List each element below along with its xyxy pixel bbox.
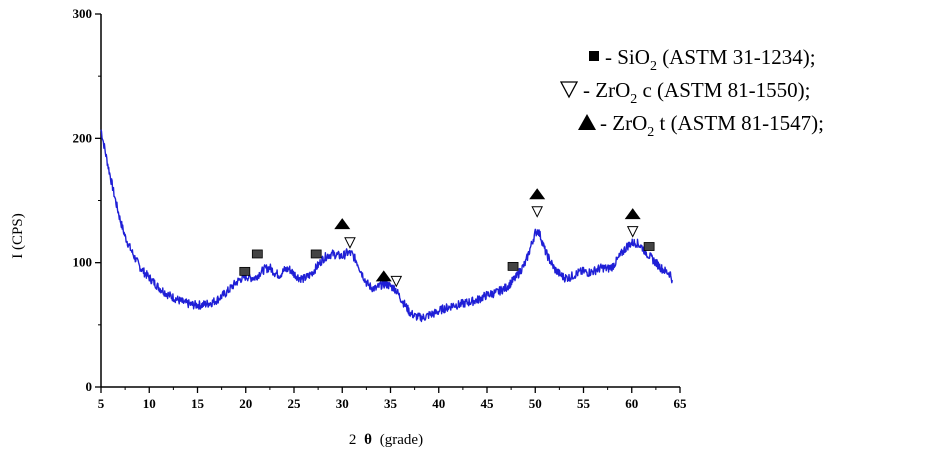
x-axis-title: 2 θ (grade) (349, 432, 423, 448)
y-ticks: 0 100 200 300 (73, 6, 101, 394)
sio2-square-marker (643, 242, 655, 251)
zro2-tetragonal-marker (529, 188, 546, 200)
y-axis-title: I (CPS) (10, 213, 26, 258)
square-marker-icon (589, 51, 599, 61)
x-tick-label: 10 (143, 396, 156, 411)
x-tick-label: 65 (674, 396, 688, 411)
legend-entry-zro2-cubic: - ZrO2 c (ASTM 81-1550); (559, 78, 810, 107)
zro2-cubic-marker (531, 206, 543, 218)
filled-triangle-icon (578, 114, 596, 130)
x-tick-label: 20 (239, 396, 252, 411)
open-triangle-icon (559, 81, 579, 99)
legend-entry-zro2-tetragonal: - ZrO2 t (ASTM 81-1547); (578, 111, 824, 140)
legend-label: - ZrO2 c (ASTM 81-1550); (583, 78, 810, 107)
legend-label: - SiO2 (ASTM 31-1234); (605, 45, 816, 74)
x-tick-label: 55 (577, 396, 591, 411)
zro2-cubic-marker (390, 275, 403, 288)
y-tick-label: 100 (73, 255, 93, 270)
y-tick-label: 0 (86, 379, 93, 394)
x-tick-label: 5 (98, 396, 105, 411)
y-tick-label: 200 (73, 130, 93, 145)
zro2-tetragonal-marker (375, 270, 392, 282)
x-ticks: 5 10 15 20 25 30 35 40 45 50 55 60 65 (98, 387, 687, 411)
x-tick-label: 30 (336, 396, 349, 411)
zro2-tetragonal-marker (334, 218, 351, 230)
y-tick-label: 300 (73, 6, 93, 21)
series-line (100, 129, 673, 323)
x-tick-label: 25 (288, 396, 302, 411)
theta-symbol: θ (364, 432, 372, 448)
phase-markers (239, 188, 655, 288)
x-tick-label: 40 (432, 396, 445, 411)
zro2-cubic-marker (626, 226, 639, 238)
zro2-tetragonal-marker (624, 208, 641, 220)
x-tick-label: 45 (481, 396, 495, 411)
sio2-square-marker (310, 249, 322, 259)
x-axis-title-prefix: 2 (349, 432, 357, 448)
sio2-square-marker (507, 261, 519, 271)
zro2-cubic-marker (344, 237, 356, 249)
x-tick-label: 35 (384, 396, 398, 411)
legend-label: - ZrO2 t (ASTM 81-1547); (600, 111, 824, 140)
legend: - SiO2 (ASTM 31-1234); - ZrO2 c (ASTM 81… (559, 45, 824, 140)
x-tick-label: 60 (625, 396, 638, 411)
x-tick-label: 15 (191, 396, 205, 411)
x-axis-title-suffix: (grade) (380, 432, 423, 448)
x-tick-label: 50 (529, 396, 542, 411)
sio2-square-marker (239, 266, 251, 276)
sio2-square-marker (251, 249, 263, 259)
plot-area: 5 10 15 20 25 30 35 40 45 50 55 60 65 0 100 200 300 (73, 6, 688, 411)
legend-entry-sio2: - SiO2 (ASTM 31-1234); (589, 45, 816, 74)
